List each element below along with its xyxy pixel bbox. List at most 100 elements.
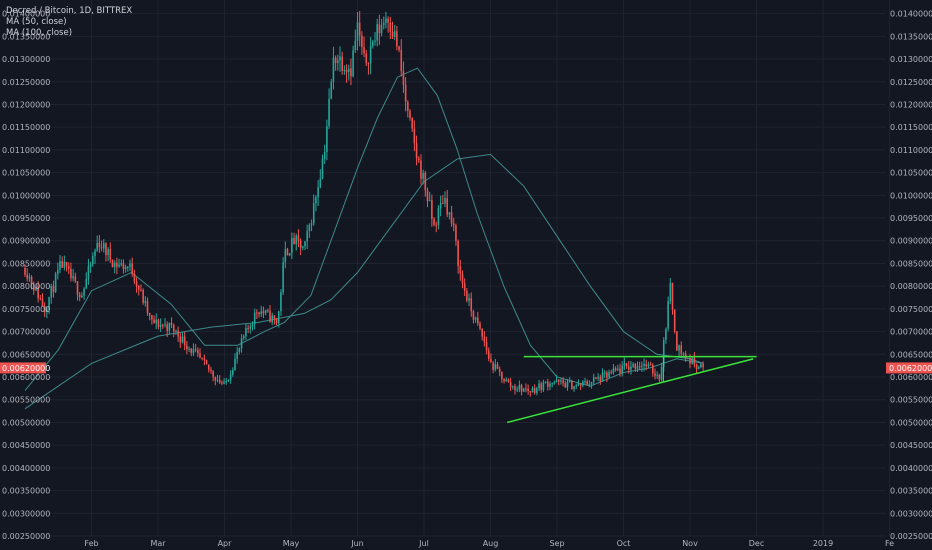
candle[interactable] — [693, 352, 696, 368]
candle[interactable] — [280, 289, 282, 317]
candle[interactable] — [131, 257, 133, 277]
candle[interactable] — [463, 278, 466, 297]
candle[interactable] — [702, 361, 704, 371]
candle[interactable] — [310, 219, 313, 232]
candle[interactable] — [671, 282, 674, 315]
candle[interactable] — [579, 382, 582, 391]
candle[interactable] — [76, 281, 79, 301]
candle[interactable] — [654, 368, 656, 380]
candle[interactable] — [680, 341, 683, 358]
candle[interactable] — [485, 336, 488, 355]
candle[interactable] — [492, 361, 494, 374]
candle[interactable] — [603, 369, 606, 378]
candle[interactable] — [100, 240, 103, 252]
candle[interactable] — [592, 373, 595, 386]
candle[interactable] — [234, 353, 236, 371]
candle[interactable] — [54, 271, 57, 294]
candle[interactable] — [457, 239, 459, 274]
candle[interactable] — [695, 363, 698, 373]
candle[interactable] — [98, 235, 101, 253]
candle[interactable] — [452, 217, 455, 232]
candle[interactable] — [634, 362, 637, 372]
candle[interactable] — [619, 363, 621, 377]
candle[interactable] — [531, 386, 534, 393]
candle[interactable] — [420, 154, 422, 185]
candle[interactable] — [417, 156, 420, 163]
candle[interactable] — [481, 328, 483, 341]
candle[interactable] — [584, 377, 586, 385]
candle[interactable] — [332, 46, 335, 90]
candle[interactable] — [590, 381, 593, 389]
candle[interactable] — [343, 65, 346, 75]
candle[interactable] — [350, 58, 352, 86]
candle[interactable] — [673, 309, 676, 334]
candle[interactable] — [334, 55, 337, 71]
candle[interactable] — [466, 287, 468, 303]
candle[interactable] — [242, 334, 245, 341]
candle[interactable] — [52, 280, 55, 298]
candle[interactable] — [542, 379, 545, 392]
candle[interactable] — [269, 305, 271, 323]
candle[interactable] — [597, 373, 599, 382]
candle[interactable] — [573, 385, 575, 392]
candle[interactable] — [225, 377, 228, 385]
candle[interactable] — [538, 379, 540, 391]
candle[interactable] — [48, 296, 50, 314]
candle[interactable] — [494, 358, 497, 372]
candle[interactable] — [140, 284, 142, 292]
candle[interactable] — [426, 187, 429, 208]
candle[interactable] — [223, 378, 225, 385]
candle[interactable] — [409, 109, 411, 121]
candle[interactable] — [221, 380, 223, 386]
candle[interactable] — [372, 40, 374, 49]
candle[interactable] — [518, 380, 521, 393]
candle[interactable] — [389, 16, 392, 40]
candle[interactable] — [643, 358, 645, 372]
candle[interactable] — [424, 171, 427, 197]
candle[interactable] — [498, 366, 501, 377]
candle[interactable] — [85, 272, 88, 290]
candle[interactable] — [328, 88, 330, 130]
candle[interactable] — [151, 315, 153, 325]
candle[interactable] — [59, 254, 61, 274]
candle[interactable] — [612, 364, 615, 375]
candle[interactable] — [207, 364, 210, 373]
candle[interactable] — [236, 346, 238, 364]
candle[interactable] — [376, 18, 378, 47]
candle[interactable] — [142, 288, 144, 305]
candle[interactable] — [299, 238, 302, 256]
candle[interactable] — [509, 377, 512, 392]
support-trend-line[interactable] — [506, 358, 754, 424]
candle[interactable] — [586, 379, 588, 386]
candle[interactable] — [308, 223, 311, 238]
candle[interactable] — [347, 64, 350, 81]
candle[interactable] — [477, 311, 479, 326]
candle[interactable] — [363, 36, 365, 58]
candle[interactable] — [155, 313, 158, 330]
candle[interactable] — [162, 323, 164, 330]
candle[interactable] — [190, 348, 193, 357]
candle[interactable] — [197, 347, 199, 357]
candle[interactable] — [113, 260, 116, 274]
candle[interactable] — [439, 195, 442, 217]
candle[interactable] — [536, 386, 538, 396]
candle[interactable] — [512, 385, 514, 390]
candle[interactable] — [275, 318, 278, 326]
candle[interactable] — [74, 272, 77, 284]
candle[interactable] — [67, 262, 70, 275]
candle[interactable] — [610, 369, 613, 375]
candle[interactable] — [374, 32, 376, 46]
candle[interactable] — [210, 366, 212, 374]
candle[interactable] — [442, 195, 444, 205]
candle[interactable] — [697, 365, 700, 370]
candle[interactable] — [396, 25, 398, 51]
candle[interactable] — [201, 357, 203, 361]
candle[interactable] — [192, 343, 195, 357]
candle[interactable] — [232, 367, 234, 377]
candle[interactable] — [575, 383, 578, 390]
candle[interactable] — [433, 217, 435, 227]
candle[interactable] — [295, 233, 298, 251]
candle[interactable] — [621, 361, 623, 377]
candle[interactable] — [96, 235, 98, 252]
candle[interactable] — [277, 310, 280, 328]
